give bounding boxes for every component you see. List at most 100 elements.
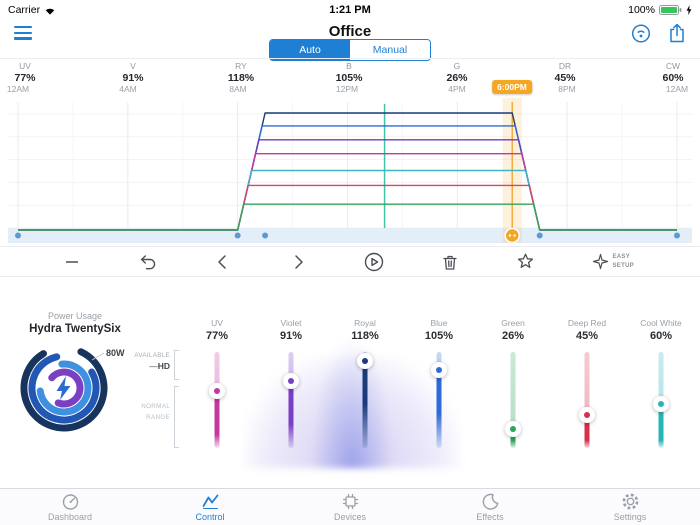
tab-label: Settings [613,512,647,522]
channel-header-dr: DR 45% [554,61,576,84]
delete-button[interactable] [440,252,460,272]
manual-control-panel: Power Usage Hydra TwentySix 80W AVAILABL… [0,278,700,488]
tab-label: Effects [476,512,504,522]
share-icon[interactable] [666,22,688,44]
tick-8am: 8AM [229,84,247,94]
selected-time-badge[interactable]: 6:00PM [492,80,532,94]
mode-toggle: Auto Manual [269,39,431,61]
undo-button[interactable] [137,251,158,272]
hd-logo: HD [157,361,170,371]
slider-knob[interactable] [653,395,669,412]
minus-icon [65,260,78,263]
slider-knob-dot [658,400,664,407]
channel-slider: Blue 105% [402,306,476,482]
preview-play-button[interactable] [363,251,385,273]
undo-icon [140,255,155,270]
slider-label: UV [211,318,223,328]
slider-knob[interactable] [283,372,299,389]
previous-keyframe-button[interactable] [213,252,233,272]
normal-range-label: NORMAL RANGE [141,403,170,421]
device-name: Hydra TwentySix [29,323,121,335]
easy-setup-icon [592,253,608,270]
status-bar: Carrier 1:21 PM 100% [0,0,700,20]
slider-value: 77% [205,330,229,342]
wattage-label: 80W [106,348,125,358]
slider-value: 60% [649,330,673,342]
time-axis: 12AM 4AM 8AM 12PM 4PM 8PM 12AM 6:00PM [0,80,700,96]
favorite-button[interactable] [515,251,536,272]
available-range-bracket [174,350,179,380]
carrier-label: Carrier [8,4,41,16]
slider-knob[interactable] [357,352,373,369]
easy-setup-label: EASY SETUP [612,254,635,269]
wireless-devices-icon[interactable] [630,22,652,44]
devices-chip-icon [342,493,358,510]
tab-effects[interactable]: Effects [420,489,560,525]
channel-slider: Green 26% [476,306,550,482]
tab-label: Devices [333,512,366,522]
channel-header-row: UV 77% V 91% RY 118% B 105% G 26% DR 45% CW 60% [0,61,700,84]
power-usage-title: Power Usage [47,311,103,321]
next-keyframe-button[interactable] [288,252,308,272]
channel-slider: UV 77% [180,306,254,482]
slider-knob[interactable] [579,406,595,423]
slider-knob[interactable] [505,420,521,437]
slider-knob[interactable] [209,383,225,400]
slider-track[interactable] [362,352,368,448]
auto-mode-button[interactable]: Auto [270,40,350,60]
clock-label: 1:21 PM [329,4,371,16]
battery-percent-label: 100% [628,4,655,16]
channel-slider: Deep Red 45% [550,306,624,482]
collapse-button[interactable] [62,252,82,272]
normal-range-bracket [174,386,179,448]
chevron-left-icon [217,254,226,269]
slider-knob[interactable] [431,362,447,379]
manual-mode-button[interactable]: Manual [350,40,430,60]
slider-track[interactable] [436,352,442,448]
slider-value: 45% [575,330,599,342]
trash-icon [442,255,457,270]
tick-4am: 4AM [119,84,137,94]
slider-track[interactable] [288,352,294,448]
slider-label: Royal [354,318,376,328]
channel-header-b: B 105% [335,61,363,84]
slider-value: 118% [351,330,379,342]
channel-sliders-row: UV 77% Violet 91% Royal 118% Blue 105% G… [180,306,698,482]
channel-header-g: G 26% [446,61,468,84]
tab-dashboard[interactable]: Dashboard [0,489,140,525]
slider-value: 91% [279,330,303,342]
settings-gear-icon [622,493,638,510]
available-range-label: AVAILABLE —HD [134,352,170,371]
channel-header-uv: UV 77% [14,61,36,84]
battery-icon [658,5,682,15]
slider-value: 26% [501,330,525,342]
schedule-toolbar: EASY SETUP [0,246,700,277]
tab-settings[interactable]: Settings [560,489,700,525]
tick-8pm: 8PM [558,84,576,94]
slider-label: Violet [280,318,302,328]
easy-setup-button[interactable]: EASY SETUP [591,252,639,271]
tab-control[interactable]: Control [140,489,280,525]
header-separator [0,58,700,59]
slider-knob-dot [584,411,590,418]
play-circle-icon [364,252,383,271]
wifi-icon [45,8,55,15]
slider-track[interactable] [214,352,220,448]
slider-track[interactable] [584,352,590,448]
bottom-tab-bar: Dashboard Control Devices Effects Settin… [0,488,700,525]
tab-label: Dashboard [47,512,93,522]
tick-4pm: 4PM [448,84,466,94]
hamburger-menu-button[interactable] [14,26,32,43]
slider-knob-dot [288,377,294,384]
tick-12pm: 12PM [335,84,359,94]
channel-header-cw: CW 60% [662,61,684,84]
charging-bolt-icon [686,5,692,15]
page-title: Office [328,23,372,40]
tab-label: Control [195,512,225,522]
slider-track[interactable] [510,352,516,448]
tab-devices[interactable]: Devices [280,489,420,525]
tick-12am-left: 12AM [6,84,30,94]
schedule-chart[interactable] [0,96,700,244]
channel-header-ry: RY 118% [227,61,255,84]
tick-12am-right: 12AM [665,84,689,94]
